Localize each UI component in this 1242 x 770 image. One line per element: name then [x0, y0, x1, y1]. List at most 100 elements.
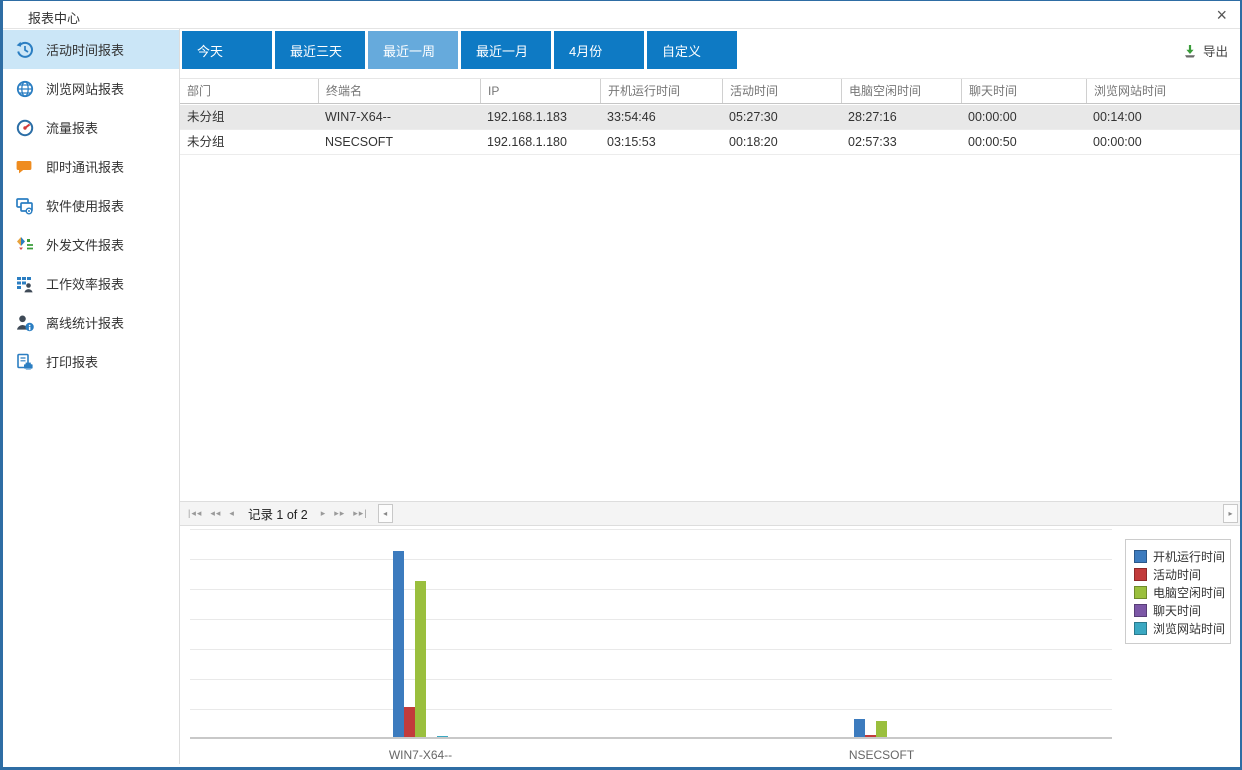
record-count-label: 记录 1 of 2: [247, 508, 308, 522]
cell: 05:27:30: [729, 110, 778, 124]
content-area: 今天 最近三天 最近一周 最近一月 4月份 自定义 导出 部门 终端名 IP 开机运行时间 活动时…: [180, 29, 1240, 764]
sidebar-item-label: 离线统计报表: [46, 316, 125, 331]
window-body: 活动时间报表 浏览网站报表 流量报表即时通讯报表软件使用报表外发文件报表工作效率报表…: [3, 29, 1240, 764]
sidebar-item-label: 活动时间报表: [46, 43, 125, 58]
gridline: [190, 649, 1112, 650]
column-header[interactable]: 开机运行时间: [600, 79, 722, 103]
sidebar-item-label: 流量报表: [46, 121, 99, 136]
table-row[interactable]: 未分组 WIN7-X64-- 192.168.1.183 33:54:46 05:27:…: [180, 105, 1240, 130]
sidebar-item-speedometer[interactable]: 流量报表: [3, 108, 179, 147]
gridline: [190, 619, 1112, 620]
legend-item: 聊天时间: [1134, 601, 1224, 619]
cell: WIN7-X64--: [325, 110, 391, 124]
gridline: [190, 559, 1112, 560]
table-row[interactable]: 未分组 NSECSOFT 192.168.1.180 03:15:53 00:18:20…: [180, 130, 1240, 155]
sidebar-item-label: 浏览网站报表: [46, 82, 125, 97]
sidebar-item-outgoing-file[interactable]: 外发文件报表: [3, 225, 179, 264]
legend-swatch: [1134, 603, 1147, 617]
legend-label: 浏览网站时间: [1153, 621, 1226, 636]
legend-swatch: [1134, 585, 1147, 599]
offline-person-icon: [15, 313, 35, 333]
column-header[interactable]: 活动时间: [722, 79, 841, 103]
gridline: [190, 589, 1112, 590]
chart-legend: 开机运行时间 活动时间电脑空闲时间 聊天时间浏览网站时间: [1125, 539, 1231, 644]
hscroll-track[interactable]: [393, 504, 1223, 523]
cell: 未分组: [187, 110, 225, 124]
cell: 02:57:33: [848, 135, 897, 149]
cell: 28:27:16: [848, 110, 897, 124]
pager-right-buttons: ▸ ▸▸ ▸▸|: [317, 508, 372, 519]
tab-range-4[interactable]: 最近一月: [461, 31, 551, 69]
sidebar-item-history-clock[interactable]: 活动时间报表: [3, 30, 179, 69]
tab-range-6[interactable]: 自定义: [647, 31, 737, 69]
cell: 未分组: [187, 135, 225, 149]
speedometer-icon: [15, 118, 35, 138]
sidebar-item-efficiency-grid[interactable]: 工作效率报表: [3, 264, 179, 303]
column-header[interactable]: 聊天时间: [961, 79, 1086, 103]
chart-bar: [876, 721, 887, 737]
legend-label: 活动时间: [1153, 567, 1202, 582]
app-window-eye-icon: [15, 196, 35, 216]
legend-item: 电脑空闲时间: [1134, 583, 1226, 601]
hscroll-left-button[interactable]: ◂: [377, 504, 393, 523]
cell: 00:00:50: [968, 135, 1017, 149]
gridline: [190, 529, 1112, 530]
pager-last-button[interactable]: ▸▸|: [353, 508, 368, 518]
cell: 00:14:00: [1093, 110, 1142, 124]
sidebar-item-printer-doc[interactable]: 打印报表: [3, 342, 179, 381]
export-button[interactable]: 导出: [1182, 41, 1228, 60]
tab-range-5[interactable]: 4月份: [554, 31, 644, 69]
pager-prev-button[interactable]: ◂: [229, 508, 235, 518]
cell: 192.168.1.180: [487, 135, 567, 149]
cell: 00:18:20: [729, 135, 778, 149]
pagination-bar: |◂◂ ◂◂ ◂ 记录 1 of 2 ▸ ▸▸ ▸▸| ◂ ▸: [180, 501, 1240, 526]
efficiency-grid-icon: [15, 274, 35, 294]
tab-range-2[interactable]: 最近三天: [275, 31, 365, 69]
chart-region: WIN7-X64-- NSECSOFT 开机运行时间 活动时间电脑空闲时间 聊天时间浏…: [180, 526, 1240, 764]
close-icon[interactable]: ×: [1216, 5, 1227, 25]
sidebar-item-app-window-eye[interactable]: 软件使用报表: [3, 186, 179, 225]
sidebar-items: 活动时间报表 浏览网站报表 流量报表即时通讯报表软件使用报表外发文件报表工作效率报表…: [3, 30, 179, 381]
export-label: 导出: [1202, 45, 1228, 59]
printer-doc-icon: [15, 352, 35, 372]
tab-range-1[interactable]: 今天: [182, 31, 272, 69]
pager-next-page-button[interactable]: ▸▸: [334, 508, 346, 518]
chart-bar: [415, 581, 426, 737]
chart-bar: [393, 551, 404, 737]
chart-bar: [854, 719, 865, 737]
legend-swatch: [1134, 567, 1147, 581]
globe-icon: [15, 79, 35, 99]
legend-label: 电脑空闲时间: [1153, 585, 1226, 600]
sidebar-item-chat-bubble[interactable]: 即时通讯报表: [3, 147, 179, 186]
pager-next-button[interactable]: ▸: [320, 508, 327, 518]
x-axis-label: NSECSOFT: [848, 748, 915, 762]
sidebar-item-label: 软件使用报表: [46, 199, 125, 214]
column-header[interactable]: IP: [480, 79, 600, 103]
tab-bar: 今天 最近三天 最近一周 最近一月 4月份 自定义: [182, 31, 737, 69]
chat-bubble-icon: [15, 157, 35, 177]
hscroll-right-button[interactable]: ▸: [1223, 504, 1238, 523]
legend-item: 活动时间: [1134, 565, 1224, 583]
sidebar: 活动时间报表 浏览网站报表 流量报表即时通讯报表软件使用报表外发文件报表工作效率报表…: [3, 29, 180, 764]
column-header[interactable]: 部门: [187, 84, 212, 98]
sidebar-item-label: 打印报表: [46, 355, 99, 370]
legend-item: 浏览网站时间: [1134, 619, 1226, 637]
legend-label: 聊天时间: [1153, 603, 1202, 618]
sidebar-item-globe[interactable]: 浏览网站报表: [3, 69, 179, 108]
chart-bar: [404, 707, 415, 737]
sidebar-item-offline-person[interactable]: 离线统计报表: [3, 303, 179, 342]
pager-first-button[interactable]: |◂◂: [188, 508, 203, 518]
cell: 03:15:53: [607, 135, 656, 149]
column-header[interactable]: 终端名: [318, 79, 480, 103]
column-header[interactable]: 浏览网站时间: [1086, 79, 1238, 103]
title-bar: 报表中心 ×: [3, 1, 1240, 29]
x-axis-label: WIN7-X64--: [388, 748, 453, 762]
column-header[interactable]: 电脑空闲时间: [841, 79, 961, 103]
tab-range-3[interactable]: 最近一周: [368, 31, 458, 69]
export-download-icon: [1182, 43, 1198, 59]
pager-prev-page-button[interactable]: ◂◂: [210, 508, 222, 518]
chart-bar: [437, 736, 448, 737]
cell: 00:00:00: [968, 110, 1017, 124]
legend-item: 开机运行时间: [1134, 547, 1225, 565]
sidebar-item-label: 工作效率报表: [46, 277, 125, 292]
